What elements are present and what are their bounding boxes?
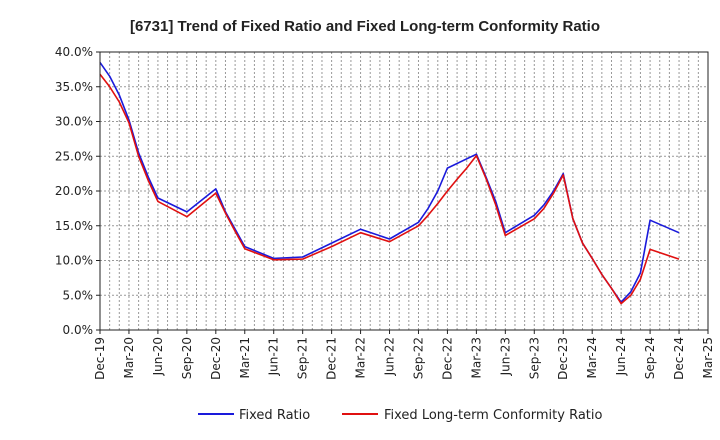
x-tick-label: Dec-22 <box>440 337 454 380</box>
y-tick-label: 40.0% <box>55 45 93 59</box>
x-tick-label: Sep-21 <box>296 337 310 379</box>
x-tick-label: Mar-25 <box>701 337 715 378</box>
x-tick-label: Sep-22 <box>411 337 425 379</box>
x-tick-label: Dec-21 <box>325 337 339 380</box>
legend-label-fixed-ratio: Fixed Ratio <box>239 408 310 423</box>
x-axis: Dec-19 Mar-20 Jun-20 Sep-20 Dec-20 Mar-21 Jun-… <box>93 330 715 380</box>
y-tick-label: 15.0% <box>55 219 93 233</box>
y-tick-label: 0.0% <box>63 323 94 337</box>
series-lines <box>99 61 680 305</box>
chart-title: [6731] Trend of Fixed Ratio and Fixed Lo… <box>130 18 600 35</box>
x-tick-label: Jun-23 <box>498 337 512 376</box>
x-tick-label: Jun-20 <box>151 337 165 376</box>
plot-frame <box>99 51 709 331</box>
y-tick-label: 25.0% <box>55 149 93 163</box>
x-tick-label: Sep-24 <box>643 337 657 379</box>
x-tick-label: Mar-24 <box>585 337 599 378</box>
y-axis: 0.0% 5.0% 10.0% 15.0% 20.0% 25.0% 30.0% 35.0% 40… <box>55 45 100 337</box>
series-line-fixed-ratio <box>99 61 680 304</box>
y-tick-label: 35.0% <box>55 80 93 94</box>
legend: Fixed Ratio Fixed Long-term Conformity R… <box>198 408 603 423</box>
x-tick-label: Dec-24 <box>672 337 686 380</box>
x-tick-label: Jun-24 <box>614 337 628 376</box>
y-tick-label: 10.0% <box>55 254 93 268</box>
x-tick-label: Mar-21 <box>238 337 252 378</box>
y-tick-label: 30.0% <box>55 115 93 129</box>
x-tick-label: Dec-20 <box>209 337 223 380</box>
x-tick-label: Jun-21 <box>267 337 281 376</box>
y-tick-label: 5.0% <box>63 288 94 302</box>
legend-label-fixed-long-term-conformity-ratio: Fixed Long-term Conformity Ratio <box>384 408 603 423</box>
x-tick-label: Mar-23 <box>469 337 483 378</box>
x-tick-label: Mar-20 <box>122 337 136 378</box>
y-tick-label: 20.0% <box>55 184 93 198</box>
grid-lines <box>99 51 709 331</box>
series-line-fixed-long-term-conformity-ratio <box>99 73 680 305</box>
x-tick-label: Dec-23 <box>556 337 570 380</box>
x-tick-label: Sep-20 <box>180 337 194 379</box>
x-tick-label: Sep-23 <box>527 337 541 379</box>
x-tick-label: Dec-19 <box>93 337 107 380</box>
x-tick-label: Mar-22 <box>354 337 368 378</box>
x-tick-label: Jun-22 <box>383 337 397 376</box>
